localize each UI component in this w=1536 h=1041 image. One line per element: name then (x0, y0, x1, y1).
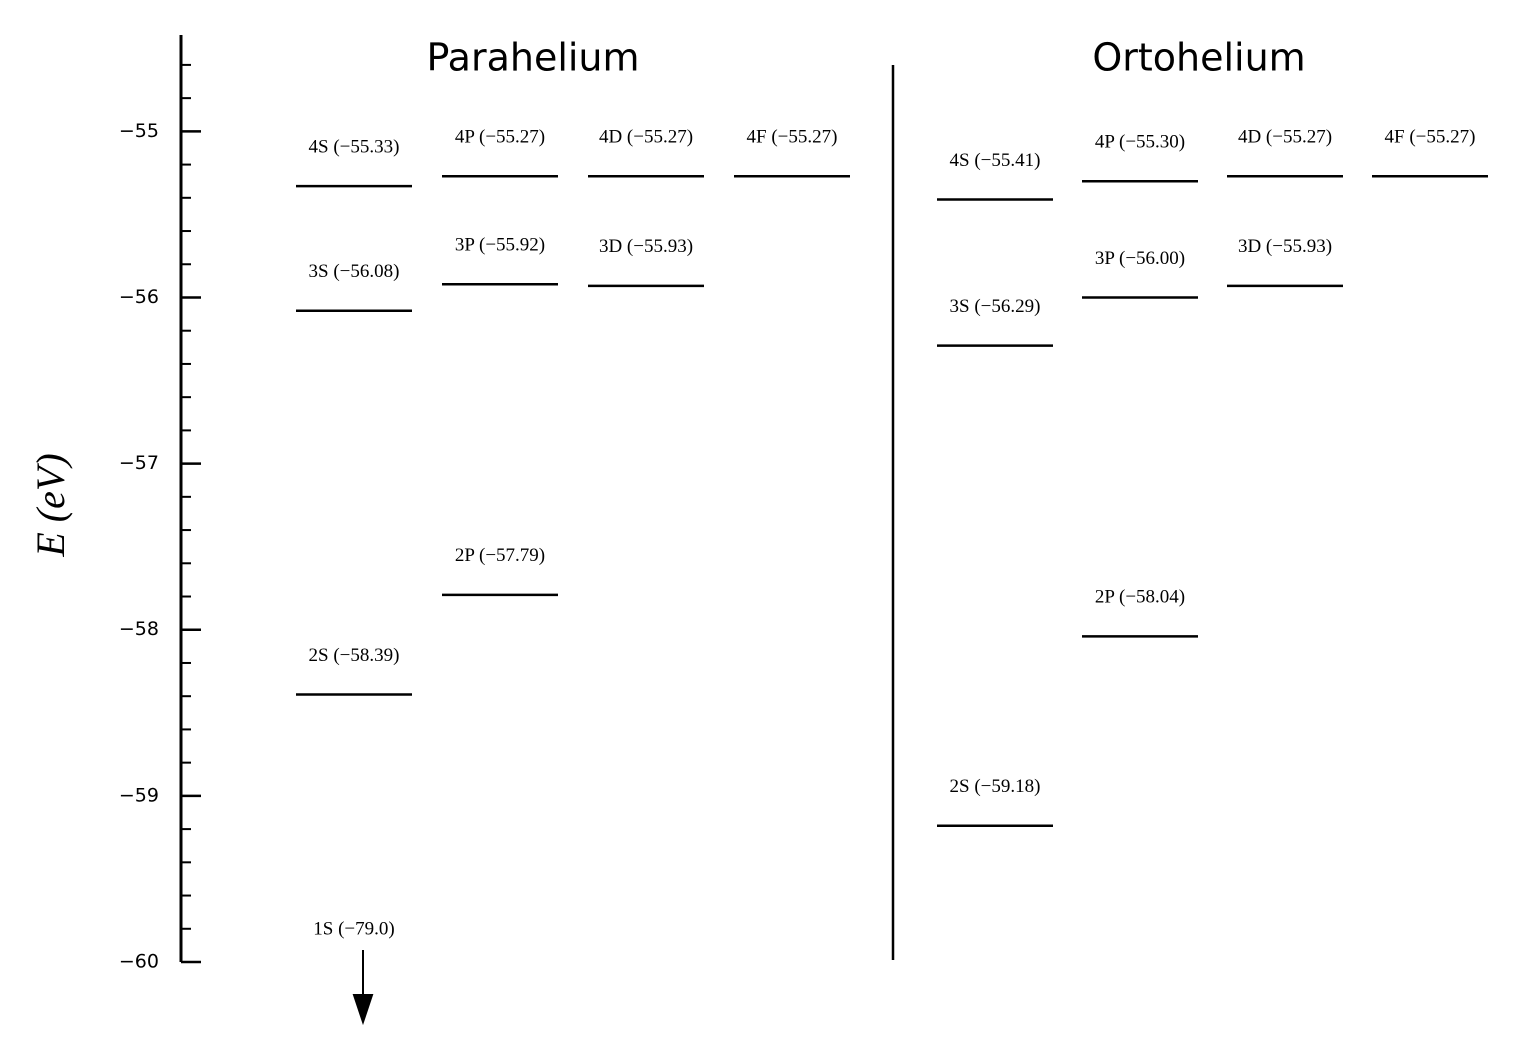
level-label: 3S (−56.29) (950, 296, 1041, 317)
level-label: 4F (−55.27) (1385, 127, 1476, 148)
level-label: 3P (−56.00) (1095, 248, 1185, 269)
level-label: 4S (−55.41) (950, 150, 1041, 171)
y-tick-label: −60 (119, 951, 159, 973)
panel-title: Parahelium (426, 36, 639, 80)
level-label: 4D (−55.27) (599, 127, 693, 148)
level-label: 4P (−55.30) (1095, 132, 1185, 153)
y-tick-label: −55 (119, 120, 159, 142)
off-scale-arrow (352, 950, 374, 1026)
panel-title: Ortohelium (1092, 36, 1305, 80)
y-tick-label: −59 (119, 784, 159, 806)
level-label: 4F (−55.27) (747, 127, 838, 148)
level-label: 2S (−59.18) (950, 776, 1041, 797)
level-label: 4D (−55.27) (1238, 127, 1332, 148)
level-label: 4P (−55.27) (455, 127, 545, 148)
y-axis-label: E (eV) (28, 453, 73, 557)
level-label: 3S (−56.08) (309, 261, 400, 282)
level-label: 3D (−55.93) (1238, 236, 1332, 257)
level-label: 2P (−57.79) (455, 545, 545, 566)
level-label: 1S (−79.0) (313, 918, 394, 939)
level-label: 4S (−55.33) (309, 137, 400, 158)
level-label: 3P (−55.92) (455, 235, 545, 256)
level-label: 2P (−58.04) (1095, 587, 1185, 608)
y-tick-label: −58 (119, 618, 159, 640)
level-label: 2S (−58.39) (309, 645, 400, 666)
y-tick-label: −57 (119, 452, 159, 474)
level-label: 3D (−55.93) (599, 236, 693, 257)
y-tick-label: −56 (119, 286, 159, 308)
